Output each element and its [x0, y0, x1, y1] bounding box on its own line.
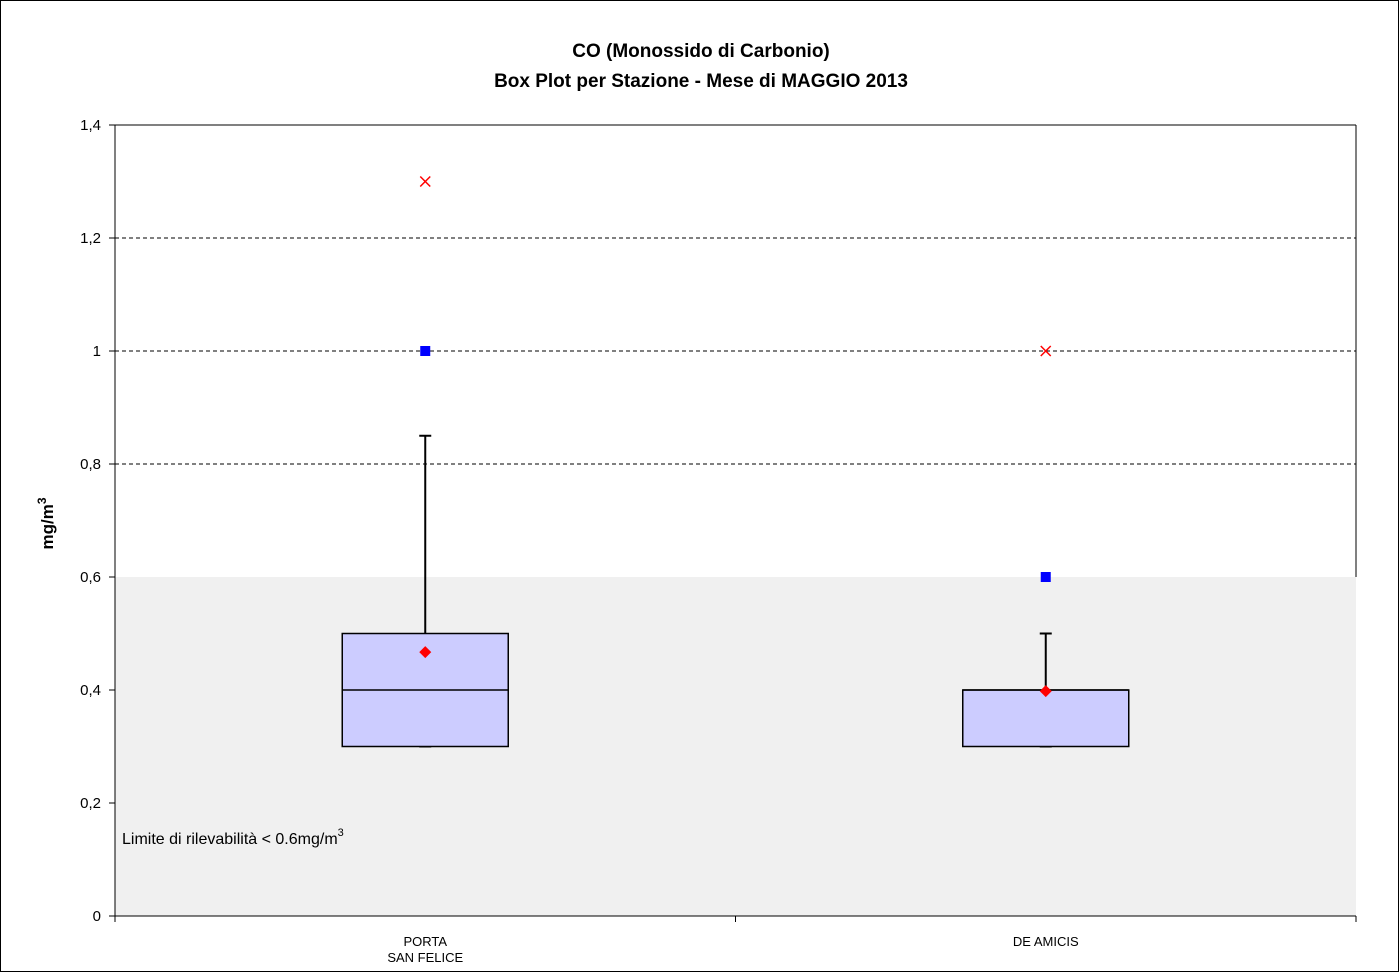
y-axis-label: mg/m3 [35, 497, 57, 549]
max-marker [1040, 345, 1052, 357]
chart-subtitle: Box Plot per Stazione - Mese di MAGGIO 2… [494, 71, 908, 92]
y-tick-label: 1,2 [80, 230, 101, 247]
y-tick-label: 0 [93, 908, 101, 925]
x-category-label: DE AMICIS [1013, 934, 1079, 949]
max-marker [419, 175, 431, 188]
x-category-label: SAN FELICE [387, 950, 463, 965]
detection-limit-label-superscript: 3 [338, 827, 344, 839]
chart-title: CO (Monossido di Carbonio) [572, 41, 830, 62]
mean-marker [419, 646, 432, 659]
iqr-box [962, 689, 1130, 748]
plot-area: 0 0,2 0,4 0,6 0,8 1 1,2 1,4 mg/m3 Limite di rilev… [35, 117, 1357, 965]
y-tick-label: 1,4 [80, 117, 101, 134]
y-axis-label-superscript: 3 [35, 497, 49, 504]
percentile-marker [420, 346, 431, 356]
y-tick-label: 0,8 [80, 456, 101, 473]
y-tick-label: 0,6 [80, 569, 101, 586]
x-category-label: PORTA [403, 934, 447, 949]
detection-limit-band [115, 577, 1356, 916]
y-tick-label: 0,4 [80, 682, 101, 699]
y-tick-label: 0,2 [80, 795, 101, 812]
percentile-marker [1040, 572, 1051, 582]
detection-limit-label: Limite di rilevabilità < 0.6mg/m3 [122, 827, 344, 848]
y-tick-label: 1 [93, 343, 101, 360]
mean-marker [1039, 685, 1052, 698]
